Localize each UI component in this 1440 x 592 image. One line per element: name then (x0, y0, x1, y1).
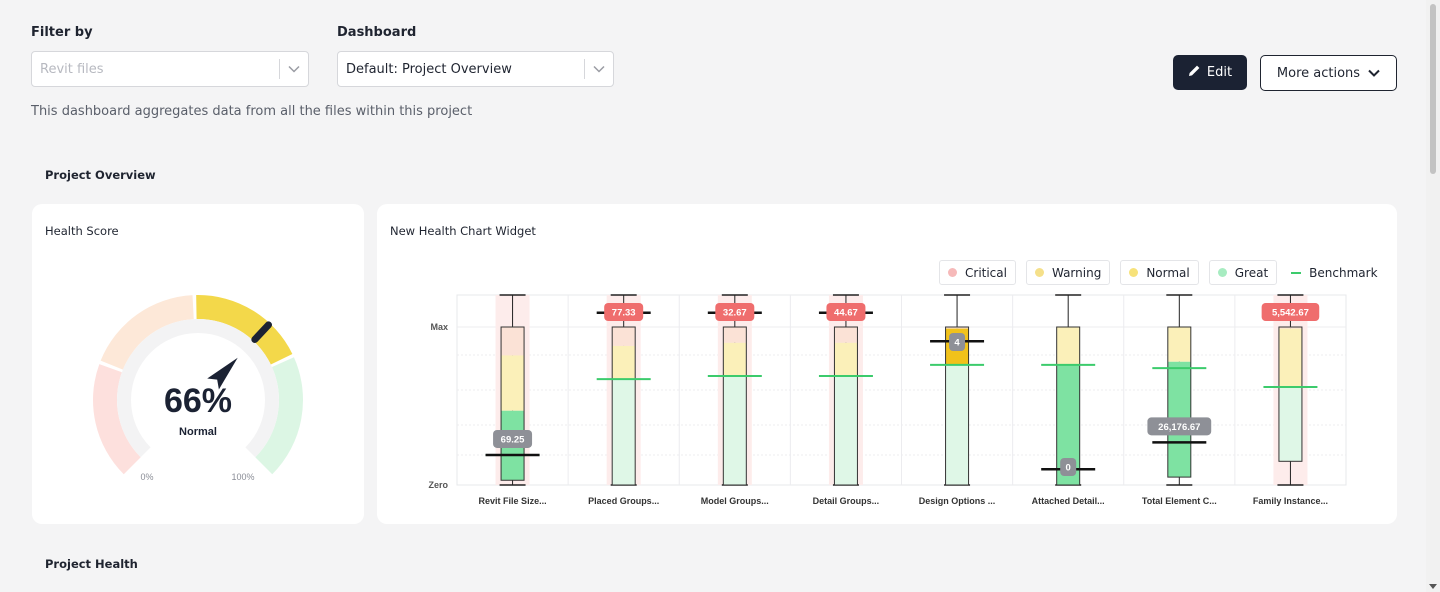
gauge-needle-icon (207, 357, 238, 390)
legend-dot (1129, 268, 1139, 277)
select-separator (279, 59, 280, 79)
health-gauge: 66% Normal 0% 100% (93, 295, 304, 482)
legend-dot (1034, 268, 1044, 277)
legend-item-warning[interactable]: Warning (1025, 260, 1111, 285)
chart-legend: Critical Warning Normal Great Benchmark (939, 260, 1382, 285)
health-score-card: Health Score 66% Normal 0% 100% (32, 204, 364, 524)
gauge-max-label: 100% (231, 472, 254, 482)
gauge-segment-warning (100, 295, 194, 370)
dashboard-header: Filter by Revit files Dashboard Default:… (0, 0, 1426, 140)
filter-select[interactable]: Revit files (31, 51, 309, 87)
legend-label: Great (1234, 265, 1269, 280)
chevron-down-icon (1368, 66, 1380, 81)
scrollbar-thumb[interactable] (1430, 4, 1436, 174)
legend-item-benchmark[interactable]: Benchmark (1287, 260, 1382, 285)
legend-dot (1217, 268, 1227, 277)
section-title-overview: Project Overview (45, 168, 156, 182)
more-actions-button[interactable]: More actions (1260, 55, 1397, 91)
pencil-icon (1188, 64, 1201, 81)
legend-label: Normal (1146, 265, 1190, 280)
legend-dash (1291, 271, 1302, 274)
dashboard-description: This dashboard aggregates data from all … (31, 104, 473, 119)
chevron-down-icon[interactable] (585, 65, 613, 73)
more-actions-label: More actions (1276, 65, 1361, 81)
legend-item-normal[interactable]: Normal (1120, 260, 1199, 285)
scrollbar[interactable] (1426, 0, 1440, 592)
dashboard-label: Dashboard (337, 25, 417, 40)
legend-dot (948, 268, 957, 277)
gauge-min-label: 0% (140, 472, 153, 482)
chevron-down-icon[interactable] (280, 65, 308, 73)
legend-label: Benchmark (1309, 265, 1378, 280)
health-score-title: Health Score (45, 224, 119, 238)
filter-label: Filter by (31, 25, 93, 40)
legend-label: Critical (965, 265, 1007, 280)
gauge-segment-normal (196, 295, 293, 365)
scroll-down-arrow-icon[interactable] (1429, 584, 1437, 589)
gauge-inner-track (117, 319, 280, 458)
dashboard-selected-value: Default: Project Overview (346, 61, 512, 77)
section-title-health: Project Health (45, 557, 138, 571)
filter-placeholder: Revit files (40, 61, 104, 77)
legend-item-great[interactable]: Great (1208, 260, 1278, 285)
select-separator (584, 59, 585, 79)
gauge-segment-critical (93, 364, 141, 475)
legend-item-critical[interactable]: Critical (939, 260, 1016, 285)
legend-label: Warning (1051, 265, 1102, 280)
health-score-value: 66% (164, 382, 232, 420)
edit-button-label: Edit (1206, 65, 1233, 80)
gauge-segment-great (255, 357, 304, 475)
health-score-status: Normal (179, 426, 217, 438)
dashboard-select[interactable]: Default: Project Overview (337, 51, 614, 87)
edit-button[interactable]: Edit (1173, 55, 1247, 90)
health-chart-card: New Health Chart Widget (377, 204, 1397, 524)
health-chart-title: New Health Chart Widget (390, 224, 536, 238)
gauge-marker (251, 321, 273, 343)
